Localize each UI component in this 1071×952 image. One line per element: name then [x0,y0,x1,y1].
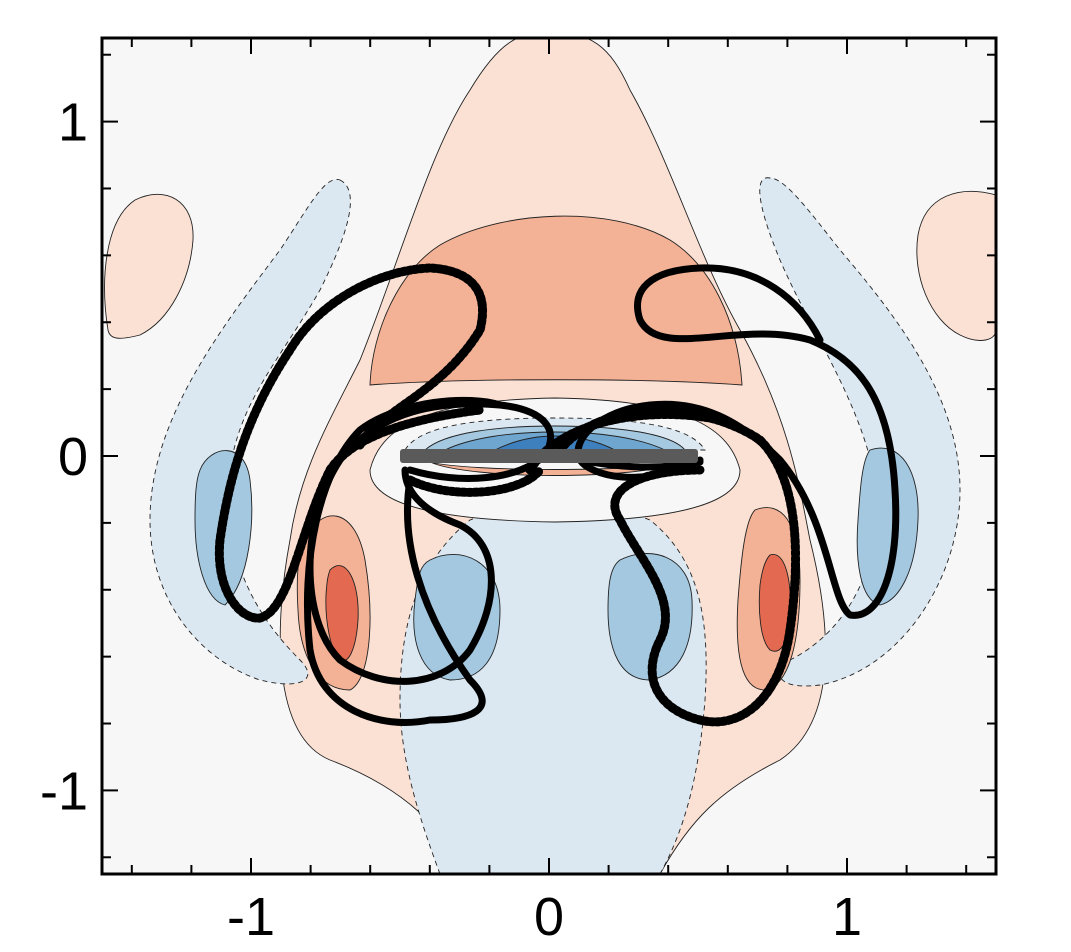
contour-positive-shelf [369,215,743,386]
contour-negative-right-outer [856,447,919,606]
y-tick-label: 0 [58,427,88,487]
axes [100,36,998,876]
contour-positive-right-outer [916,191,996,341]
plate-bar [400,449,698,463]
vortex-line-left-dashed [214,263,488,623]
vortex-line-left-outer-solid [303,396,504,726]
contour-positive-left-outer [104,193,194,339]
contour-positive-right-core [758,554,791,652]
vortex-line-left-dashed-tail [405,465,545,497]
tick-labels: -1 0 1 1 0 -1 [40,93,862,947]
vortex-line-right-dashed [555,406,801,727]
y-tick-label: 1 [58,93,88,153]
contour-negative-left-lower [413,554,501,681]
x-tick-label: 0 [534,887,564,947]
plate-layer [400,449,698,463]
x-tick-label: -1 [227,887,275,947]
y-tick-label: -1 [40,761,88,821]
x-tick-label: 1 [832,887,862,947]
